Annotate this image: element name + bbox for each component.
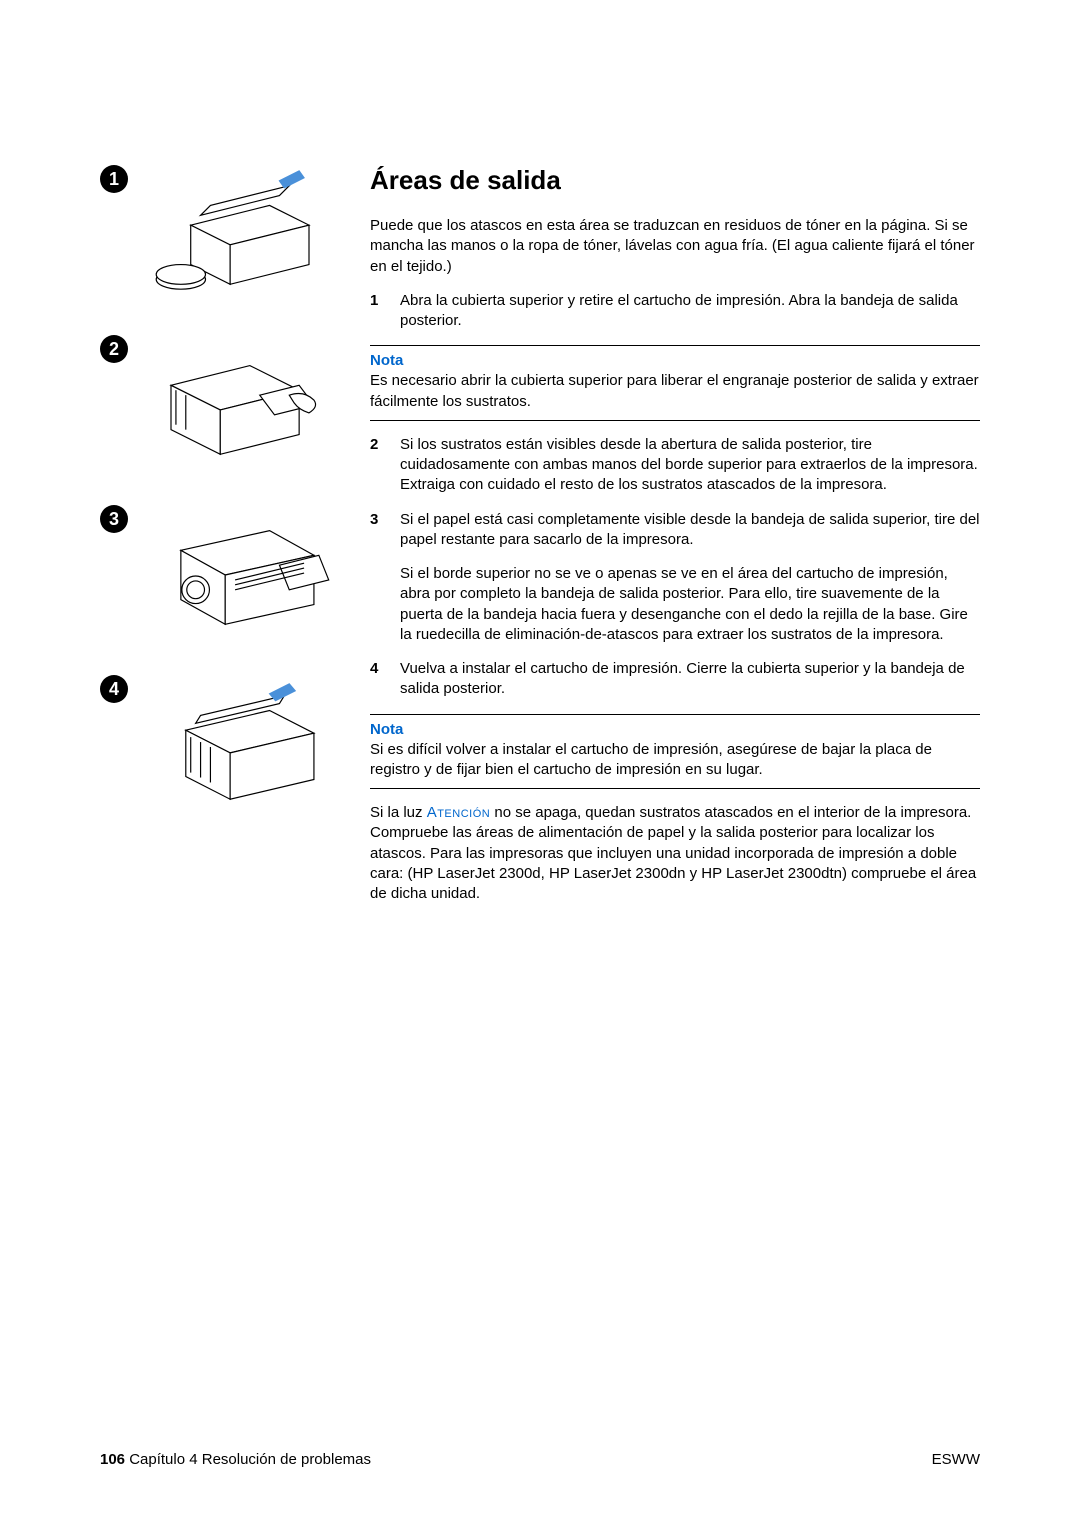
note-text: Si es difícil volver a instalar el cartu… — [370, 740, 980, 781]
text-column: Áreas de salida Puede que los atascos en… — [370, 165, 980, 918]
printer-illustration-4 — [140, 675, 340, 815]
figure-badge-4: 4 — [100, 675, 128, 703]
figure-4: 4 — [100, 675, 340, 815]
figure-badge-1: 1 — [100, 165, 128, 193]
step-text: Abra la cubierta superior y retire el ca… — [400, 291, 980, 332]
note-label: Nota — [370, 352, 980, 369]
step-1: 1 Abra la cubierta superior y retire el … — [370, 291, 980, 332]
step-number: 2 — [370, 435, 386, 496]
step-3-extra: Si el borde superior no se ve o apenas s… — [400, 564, 980, 645]
page-footer: 106 Capítulo 4 Resolución de problemas E… — [100, 1451, 980, 1468]
page-content: 1 2 — [0, 0, 1080, 978]
attention-label: Atención — [427, 804, 491, 821]
figure-3: 3 — [100, 505, 340, 645]
steps-list-continued: 2 Si los sustratos están visibles desde … — [370, 435, 980, 700]
figure-badge-3: 3 — [100, 505, 128, 533]
printer-illustration-1 — [140, 165, 340, 305]
note-label: Nota — [370, 721, 980, 738]
chapter-label: Capítulo 4 Resolución de problemas — [125, 1451, 371, 1468]
step-3-main: Si el papel está casi completamente visi… — [400, 511, 980, 548]
note-1: Nota Es necesario abrir la cubierta supe… — [370, 345, 980, 421]
step-text: Si los sustratos están visibles desde la… — [400, 435, 980, 496]
figure-2: 2 — [100, 335, 340, 475]
note-2: Nota Si es difícil volver a instalar el … — [370, 714, 980, 790]
figures-column: 1 2 — [100, 165, 340, 918]
step-number: 3 — [370, 510, 386, 646]
printer-illustration-2 — [140, 335, 340, 475]
step-text: Si el papel está casi completamente visi… — [400, 510, 980, 646]
step-4: 4 Vuelva a instalar el cartucho de impre… — [370, 659, 980, 700]
step-3: 3 Si el papel está casi completamente vi… — [370, 510, 980, 646]
figure-badge-2: 2 — [100, 335, 128, 363]
steps-list: 1 Abra la cubierta superior y retire el … — [370, 291, 980, 332]
note-text: Es necesario abrir la cubierta superior … — [370, 371, 980, 412]
printer-illustration-3 — [140, 505, 340, 645]
section-title: Áreas de salida — [370, 165, 980, 196]
footer-left: 106 Capítulo 4 Resolución de problemas — [100, 1451, 371, 1468]
page-number: 106 — [100, 1451, 125, 1468]
step-2: 2 Si los sustratos están visibles desde … — [370, 435, 980, 496]
intro-paragraph: Puede que los atascos en esta área se tr… — [370, 216, 980, 277]
figure-1: 1 — [100, 165, 340, 305]
closing-pre: Si la luz — [370, 804, 427, 821]
footer-right: ESWW — [932, 1451, 980, 1468]
step-number: 4 — [370, 659, 386, 700]
closing-paragraph: Si la luz Atención no se apaga, quedan s… — [370, 803, 980, 904]
step-text: Vuelva a instalar el cartucho de impresi… — [400, 659, 980, 700]
step-number: 1 — [370, 291, 386, 332]
